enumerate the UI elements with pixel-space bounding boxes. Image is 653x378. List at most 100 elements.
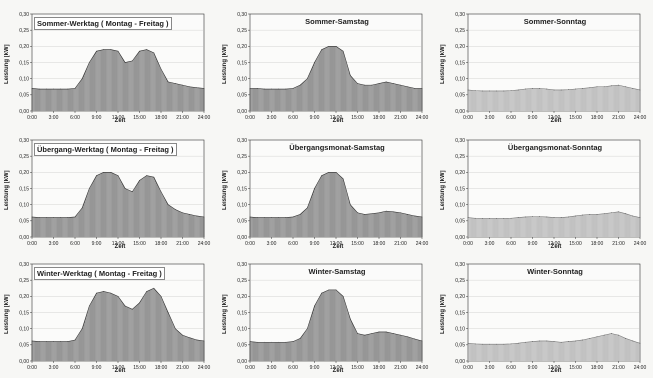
- data-point: [524, 216, 526, 218]
- data-point: [400, 84, 401, 86]
- x-tick-label: 9:00: [528, 365, 538, 371]
- x-tick-label: 18:00: [373, 115, 386, 121]
- y-axis-label: Leistung [kW]: [4, 44, 10, 84]
- data-point: [96, 175, 97, 176]
- y-tick-label: 0,00: [237, 235, 247, 241]
- data-point: [146, 175, 148, 176]
- data-point: [139, 302, 140, 304]
- data-point: [625, 86, 627, 88]
- data-point: [414, 338, 416, 340]
- data-point: [160, 295, 162, 297]
- y-tick-label: 0,30: [237, 262, 247, 268]
- data-point: [335, 45, 337, 47]
- data-point: [103, 171, 105, 173]
- chart-title: Übergangsmonat-Samstag: [289, 143, 385, 152]
- data-point: [146, 49, 148, 50]
- data-point: [510, 90, 512, 91]
- y-tick-label: 0,25: [455, 28, 465, 34]
- data-point: [467, 89, 469, 91]
- y-tick-label: 0,20: [455, 294, 465, 300]
- data-point: [582, 88, 584, 89]
- data-point: [400, 212, 401, 214]
- x-tick-label: 6:00: [288, 115, 298, 121]
- data-point: [603, 334, 605, 336]
- data-point: [489, 343, 490, 345]
- data-point: [74, 216, 76, 218]
- data-point: [532, 88, 533, 89]
- data-point: [299, 214, 301, 215]
- data-point: [131, 191, 133, 193]
- data-point: [378, 331, 380, 333]
- x-tick-label: 12:00: [330, 365, 343, 371]
- data-point: [589, 338, 591, 339]
- x-tick-label: 15:00: [133, 115, 146, 121]
- x-tick-label: 0:00: [245, 115, 255, 121]
- y-tick-label: 0,30: [19, 262, 29, 268]
- chart-panel: 0,00 0,05 0,10 0,15 0,20 0,25 0,30 0:00 3:00 6:00…: [436, 130, 646, 254]
- data-point: [249, 88, 251, 89]
- data-point: [378, 83, 380, 84]
- data-point: [292, 88, 294, 89]
- data-point: [38, 341, 40, 342]
- data-point: [575, 215, 576, 217]
- data-point: [560, 217, 562, 218]
- y-axis-label: Leistung [kW]: [440, 294, 446, 334]
- data-point: [67, 88, 69, 90]
- data-point: [618, 84, 619, 86]
- data-point: [53, 341, 54, 342]
- x-tick-label: 6:00: [70, 115, 80, 121]
- data-point: [392, 333, 394, 334]
- data-point: [103, 291, 105, 292]
- data-point: [560, 341, 562, 343]
- x-tick-label: 0:00: [27, 241, 37, 247]
- data-point: [53, 88, 54, 90]
- x-tick-label: 15:00: [351, 365, 364, 371]
- x-tick-label: 21:00: [176, 241, 189, 247]
- data-point: [539, 340, 541, 342]
- y-tick-label: 0,30: [455, 12, 465, 18]
- data-point: [45, 217, 47, 218]
- y-tick-label: 0,30: [237, 12, 247, 18]
- y-tick-label: 0,15: [19, 310, 29, 316]
- chart-title: Sommer-Samstag: [305, 17, 369, 26]
- data-point: [603, 213, 605, 215]
- data-point: [160, 191, 162, 193]
- data-point: [81, 207, 83, 209]
- x-tick-label: 0:00: [27, 365, 37, 371]
- chart-title: Sommer-Sonntag: [523, 17, 587, 26]
- x-tick-label: 3:00: [267, 365, 277, 371]
- x-tick-label: 24:00: [634, 115, 647, 121]
- data-point: [392, 211, 394, 213]
- data-point: [124, 305, 126, 307]
- x-tick-label: 12:00: [330, 115, 343, 121]
- data-point: [560, 89, 562, 91]
- data-point: [174, 209, 176, 210]
- y-tick-label: 0,05: [455, 93, 465, 99]
- data-point: [342, 178, 344, 180]
- y-tick-label: 0,30: [19, 12, 29, 18]
- data-point: [60, 217, 62, 218]
- y-tick-label: 0,00: [237, 359, 247, 365]
- data-point: [632, 340, 634, 342]
- y-tick-label: 0,15: [455, 186, 465, 192]
- data-point: [96, 292, 97, 294]
- data-point: [285, 217, 287, 218]
- data-point: [321, 175, 323, 176]
- data-point: [256, 88, 258, 89]
- y-tick-label: 0,15: [455, 310, 465, 316]
- y-tick-label: 0,15: [19, 186, 29, 192]
- data-point: [385, 210, 387, 212]
- chart-panel: 0,00 0,05 0,10 0,15 0,20 0,25 0,30 0:00 3:00 6:00…: [218, 4, 428, 128]
- x-tick-label: 0:00: [463, 365, 473, 371]
- x-tick-label: 15:00: [351, 241, 364, 247]
- chart-title: Winter-Sonntag: [527, 267, 583, 276]
- y-tick-label: 0,25: [455, 154, 465, 160]
- data-point: [357, 333, 358, 334]
- data-point: [532, 341, 533, 342]
- x-tick-label: 21:00: [176, 365, 189, 371]
- y-tick-label: 0,00: [19, 359, 29, 365]
- y-tick-label: 0,15: [19, 60, 29, 66]
- data-point: [285, 341, 287, 343]
- data-point: [146, 291, 148, 292]
